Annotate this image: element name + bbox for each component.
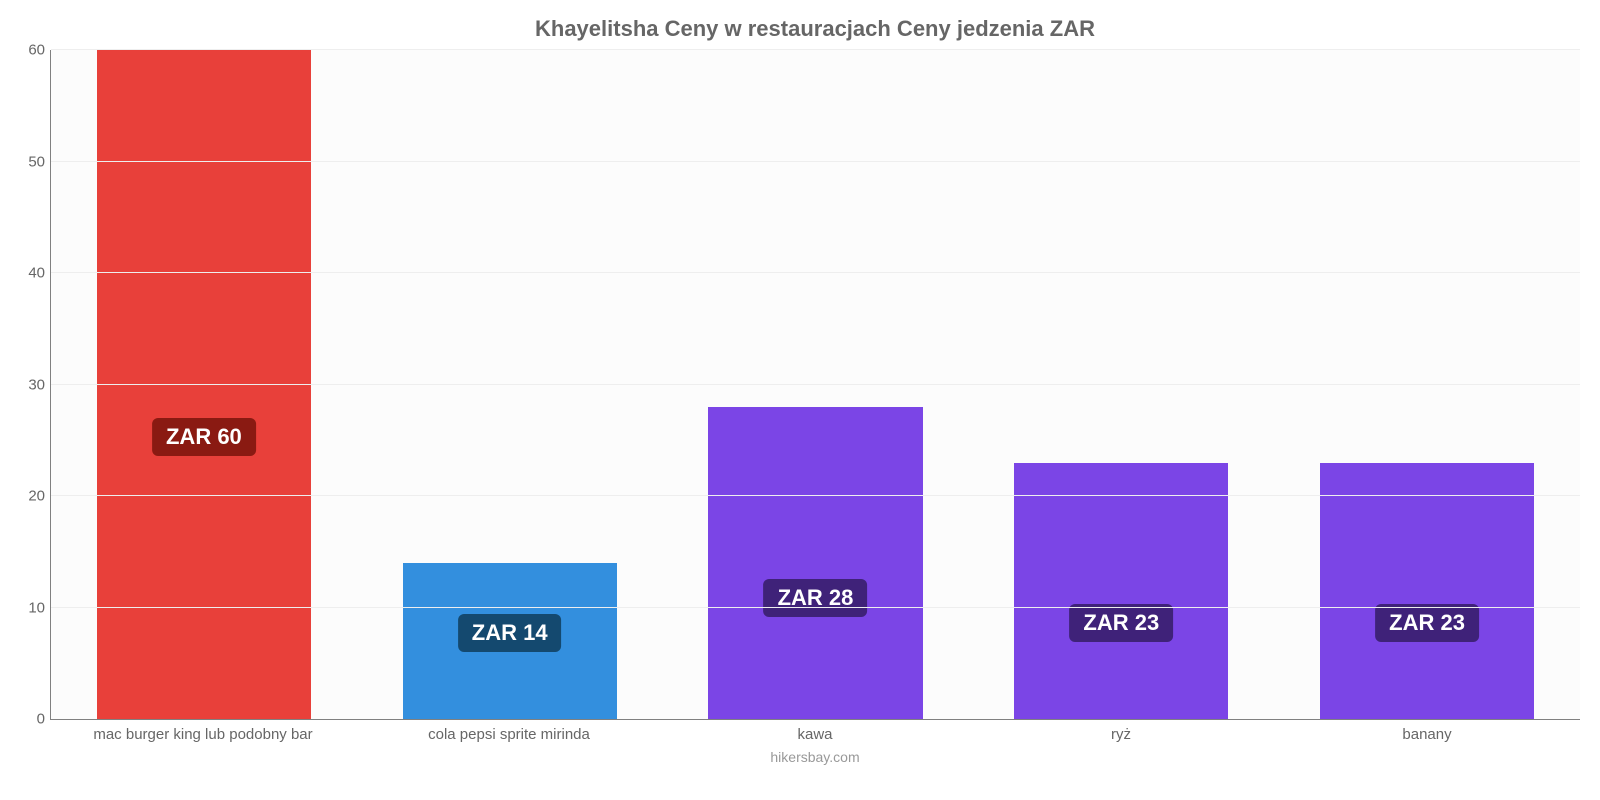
gridline xyxy=(51,607,1580,608)
x-tick-label: ryż xyxy=(968,726,1274,743)
y-tick-label: 50 xyxy=(11,153,45,170)
x-tick-label: banany xyxy=(1274,726,1580,743)
x-axis-labels: mac burger king lub podobny barcola peps… xyxy=(50,726,1580,743)
bar: ZAR 28 xyxy=(708,407,922,719)
bar: ZAR 60 xyxy=(97,50,311,719)
bar-chart: Khayelitsha Ceny w restauracjach Ceny je… xyxy=(0,0,1600,800)
bar: ZAR 23 xyxy=(1014,463,1228,719)
bar-value-badge: ZAR 23 xyxy=(1375,604,1479,642)
y-tick-label: 10 xyxy=(11,599,45,616)
y-tick-label: 60 xyxy=(11,42,45,59)
attribution-text: hikersbay.com xyxy=(50,749,1580,765)
gridline xyxy=(51,161,1580,162)
bar-value-badge: ZAR 60 xyxy=(152,418,256,456)
bar-value-badge: ZAR 28 xyxy=(764,579,868,617)
y-tick-label: 40 xyxy=(11,265,45,282)
gridline xyxy=(51,49,1580,50)
y-tick-label: 20 xyxy=(11,488,45,505)
bar: ZAR 23 xyxy=(1320,463,1534,719)
bar-slot: ZAR 28 xyxy=(663,50,969,719)
bar-slot: ZAR 14 xyxy=(357,50,663,719)
bar-value-badge: ZAR 14 xyxy=(458,614,562,652)
gridline xyxy=(51,272,1580,273)
bar: ZAR 14 xyxy=(403,563,617,719)
bars-row: ZAR 60 ZAR 14 ZAR 28 ZAR 23 ZAR 23 xyxy=(51,50,1580,719)
plot-area: ZAR 60ZAR 14ZAR 28ZAR 23ZAR 23 010203040… xyxy=(50,50,1580,720)
x-tick-label: mac burger king lub podobny bar xyxy=(50,726,356,743)
bar-slot: ZAR 23 xyxy=(968,50,1274,719)
x-tick-label: cola pepsi sprite mirinda xyxy=(356,726,662,743)
x-tick-label: kawa xyxy=(662,726,968,743)
chart-title: Khayelitsha Ceny w restauracjach Ceny je… xyxy=(50,10,1580,50)
bar-value-badge: ZAR 23 xyxy=(1069,604,1173,642)
gridline xyxy=(51,384,1580,385)
bar-slot: ZAR 23 xyxy=(1274,50,1580,719)
bar-slot: ZAR 60 xyxy=(51,50,357,719)
y-tick-label: 30 xyxy=(11,376,45,393)
y-tick-label: 0 xyxy=(11,711,45,728)
gridline xyxy=(51,495,1580,496)
